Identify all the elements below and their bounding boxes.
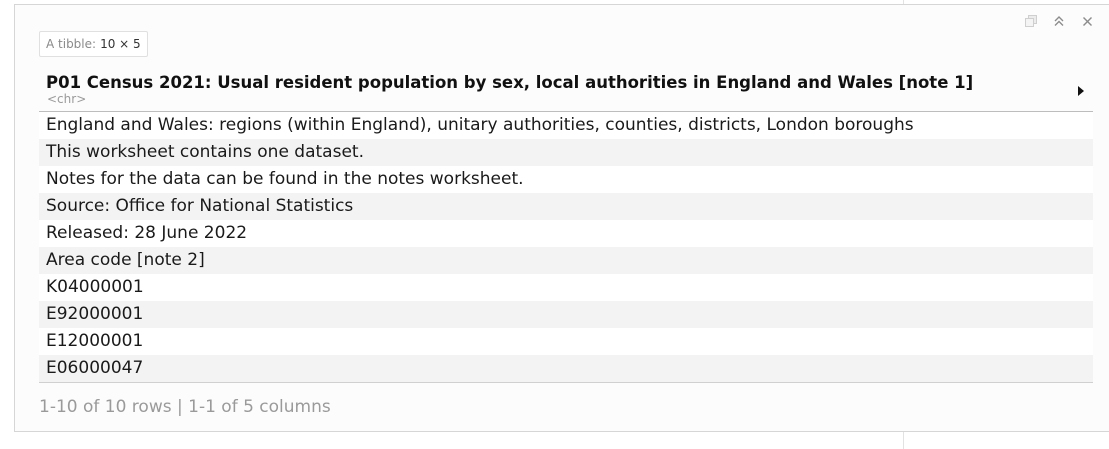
- table-row: E12000001: [39, 328, 1093, 355]
- tibble-dimensions-badge: A tibble: 10 × 5: [39, 31, 148, 57]
- collapse-icon[interactable]: [1051, 13, 1067, 29]
- column-header[interactable]: P01 Census 2021: Usual resident populati…: [39, 68, 1093, 112]
- table-row: Notes for the data can be found in the n…: [39, 166, 1093, 193]
- table-row: England and Wales: regions (within Engla…: [39, 112, 1093, 139]
- background-divider-bottom: [903, 432, 904, 449]
- column-title: P01 Census 2021: Usual resident populati…: [46, 73, 974, 92]
- close-icon[interactable]: [1079, 13, 1095, 29]
- table-body: England and Wales: regions (within Engla…: [39, 112, 1093, 382]
- table-row: This worksheet contains one dataset.: [39, 139, 1093, 166]
- table-row: Area code [note 2]: [39, 247, 1093, 274]
- table-bottom-border: [39, 382, 1093, 383]
- table-row: Source: Office for National Statistics: [39, 193, 1093, 220]
- table-row: K04000001: [39, 274, 1093, 301]
- tibble-dims: 10 × 5: [100, 37, 141, 51]
- table-row: E92000001: [39, 301, 1093, 328]
- table-row: E06000047: [39, 355, 1093, 382]
- background-divider-top: [903, 0, 904, 4]
- column-type: <chr>: [47, 92, 87, 106]
- tibble-label: A tibble:: [46, 37, 97, 51]
- table-row: Released: 28 June 2022: [39, 220, 1093, 247]
- chunk-output-controls: [1023, 13, 1095, 29]
- chunk-output-panel: A tibble: 10 × 5 P01 Census 2021: Usual …: [14, 4, 1109, 432]
- pagination-info: 1-10 of 10 rows | 1-1 of 5 columns: [39, 397, 331, 417]
- next-columns-arrow-icon[interactable]: [1075, 84, 1087, 98]
- copy-icon[interactable]: [1023, 13, 1039, 29]
- data-table: P01 Census 2021: Usual resident populati…: [39, 68, 1093, 383]
